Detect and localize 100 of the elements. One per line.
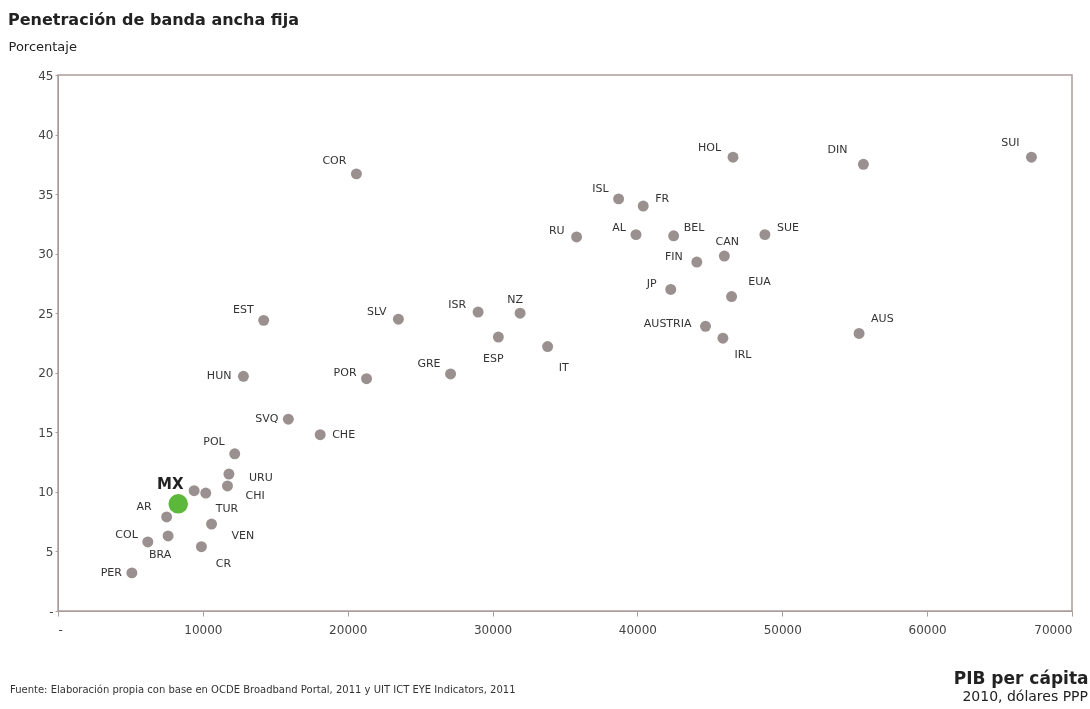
annotation: BRA	[148, 547, 172, 561]
y-tick-label: 20	[38, 366, 54, 381]
x-tick-label: 70000	[1034, 622, 1073, 637]
annotation: FIN	[665, 250, 683, 263]
x-tick-label: 10000	[184, 622, 223, 637]
annotation: RU	[548, 223, 565, 237]
y-tick-label: 15	[38, 425, 54, 440]
y-tick-label: 40	[38, 128, 54, 143]
point	[726, 291, 738, 303]
annotation: ISL	[592, 181, 610, 195]
annotation: EST	[233, 303, 254, 317]
point	[222, 480, 233, 492]
annotation: IT	[558, 360, 569, 374]
series-label: MX	[156, 474, 184, 493]
point	[472, 306, 484, 318]
annotation: COR	[322, 153, 347, 167]
point	[571, 231, 583, 243]
point	[853, 328, 865, 339]
annotation: GRE	[417, 356, 441, 370]
point	[1025, 151, 1037, 163]
point	[700, 320, 711, 332]
annotation: SUE	[776, 220, 799, 234]
point	[727, 151, 739, 163]
y-tick-label: 45	[38, 68, 54, 83]
annotation: ESP	[483, 352, 505, 366]
point	[282, 413, 294, 425]
annotation: CAN	[715, 235, 740, 249]
x-tick-label: 20000	[329, 622, 368, 637]
annotation: CHI	[245, 488, 265, 502]
point	[162, 530, 174, 542]
point	[223, 468, 235, 480]
x-tick-label: 40000	[618, 622, 658, 637]
point	[717, 332, 729, 344]
point	[361, 373, 373, 385]
point	[350, 168, 362, 180]
point	[392, 313, 404, 325]
y-tick-label: 25	[38, 306, 54, 321]
annotation: DIN	[827, 143, 848, 157]
point	[237, 370, 249, 382]
annotation: SUI	[1001, 136, 1020, 150]
point	[126, 567, 138, 579]
annotation: VEN	[231, 529, 255, 543]
annotation: EUA	[748, 274, 772, 288]
point	[613, 193, 625, 205]
chart-title: Penetración de banda ancha fija	[8, 10, 299, 29]
point	[206, 518, 218, 530]
point	[514, 307, 526, 319]
annotation: AL	[612, 220, 627, 234]
annotation: ISR	[448, 298, 467, 312]
y-tick-label: 10	[38, 485, 54, 500]
y-tick-label: 35	[38, 187, 54, 202]
annotation: SVQ	[255, 412, 279, 426]
y-axis-title: Porcentaje	[8, 38, 77, 54]
y-tick-label: 30	[38, 247, 54, 262]
point	[668, 230, 680, 242]
annotation: AUS	[871, 312, 894, 326]
point	[200, 487, 212, 499]
point	[195, 541, 207, 553]
annotation: POR	[333, 365, 357, 379]
point	[168, 494, 188, 514]
annotation: COL	[115, 527, 139, 541]
annotation: FR	[655, 192, 670, 206]
annotation: CHE	[332, 427, 356, 441]
annotation: JP	[645, 277, 658, 291]
x-tick-label: 50000	[763, 622, 802, 637]
point	[637, 200, 649, 212]
point	[492, 331, 504, 343]
x-axis-title: PIB per cápita	[953, 667, 1089, 688]
point	[665, 283, 677, 295]
point	[630, 229, 642, 241]
annotation: POL	[203, 434, 226, 448]
annotation: SLV	[366, 305, 387, 319]
annotation: NZ	[507, 293, 524, 307]
source-note: Fuente: Elaboración propia con base en OCDE Broadband Portal, 2011 y UIT ICT EYE Indicators, 2011	[10, 684, 516, 695]
annotation: IRL	[734, 348, 753, 362]
text: 2010, dólares PPP	[962, 688, 1088, 704]
point	[229, 448, 241, 460]
annotation: TUR	[214, 502, 239, 516]
x-tick-label: 30000	[473, 622, 513, 637]
point	[542, 341, 554, 353]
point	[314, 429, 326, 441]
point	[857, 158, 869, 170]
point	[161, 511, 173, 523]
annotation: AR	[136, 499, 152, 513]
point	[445, 368, 457, 380]
annotation: CR	[215, 556, 232, 570]
annotation: AUSTRIA	[643, 317, 692, 331]
annotation: PER	[100, 565, 123, 579]
point	[718, 250, 730, 262]
annotation: HOL	[697, 141, 722, 155]
point	[691, 256, 703, 268]
annotation: BEL	[683, 220, 706, 234]
y-tick-label: 5	[45, 544, 54, 559]
annotation: URU	[248, 471, 273, 485]
annotation: HUN	[206, 369, 232, 383]
point	[759, 229, 771, 241]
y-tick-label: -	[49, 604, 54, 619]
point	[142, 536, 154, 548]
x-tick-label: 60000	[908, 622, 947, 637]
point	[258, 314, 270, 326]
